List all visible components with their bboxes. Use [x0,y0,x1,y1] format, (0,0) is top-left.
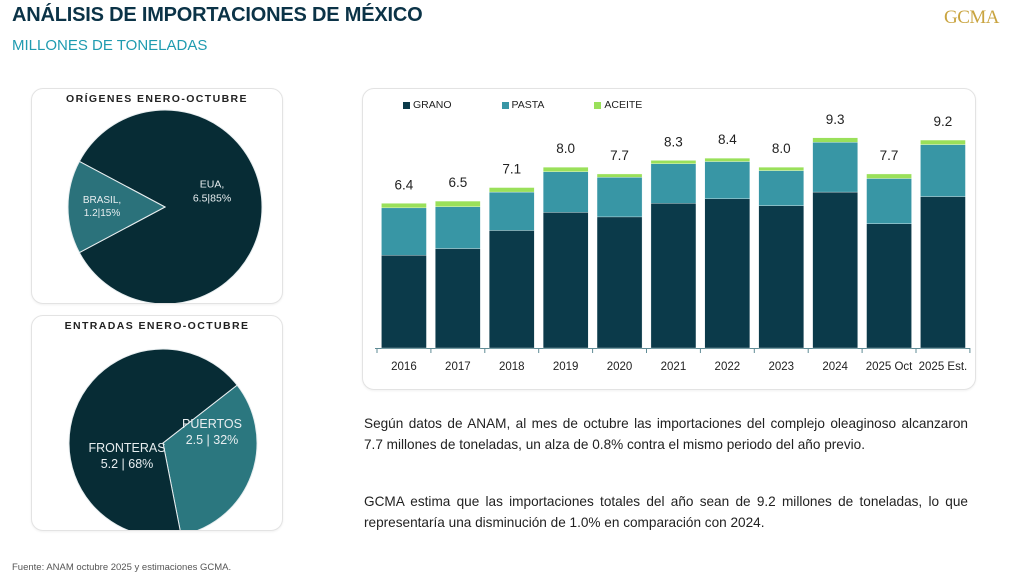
pie-label-eua-value: 6.5|85% [192,192,232,204]
bar-segment-grano [489,230,535,349]
x-axis-label: 2022 [715,361,741,373]
bar-segment-aceite [435,200,481,207]
bar-total-label: 7.7 [610,148,629,163]
bar-segment-pasta [650,163,697,204]
bar-segment-aceite [650,160,697,164]
x-axis-label: 2020 [607,361,633,373]
x-axis-label: 2025 Oct [866,361,913,373]
bar-segment-grano [920,196,966,349]
bar-segment-grano [758,205,804,349]
pie-slice-brasil [67,160,167,254]
gcma-logo: GCMA [944,7,1000,28]
entries-pie-title: ENTRADAS ENERO-OCTUBRE [64,320,250,332]
entries-pie-chart [68,348,258,530]
pie-slice-eua [78,109,263,303]
pie-label-puertos: PUERTOS 2.5 | 32% [182,416,242,449]
bar-segment-aceite [704,158,751,162]
bar-segment-pasta [542,171,589,213]
pie-label-fronteras-name: FRONTERAS [88,440,166,455]
bar-segment-grano [381,255,427,349]
bar-segment-grano [596,216,643,349]
analysis-paragraph-2: GCMA estima que las importaciones totale… [364,494,968,530]
legend-label-aceite: ACEITE [604,99,643,111]
source-footnote: Fuente: ANAM octubre 2025 y estimaciones… [12,562,232,573]
entries-pie-card: ENTRADAS ENERO-OCTUBRE FRONTERAS 5.2 | 6… [31,315,283,531]
legend-label-pasta: PASTA [511,99,545,111]
bar-segment-grano [435,248,481,349]
bar-total-label: 6.5 [448,175,467,190]
imports-bar-chart: 6.4 2016 6.5 2017 7.1 2018 8.0 2019 7.7 2020 8.3 20… [375,112,971,373]
bar-segment-aceite [866,173,912,179]
pie-label-eua: EUA, 6.5|85% [193,178,231,205]
pie-label-puertos-name: PUERTOS [182,416,242,431]
bar-segment-pasta [435,206,481,249]
bar-segment-aceite [542,167,589,172]
pie-label-brasil: BRASIL, 1.2|15% [83,194,121,220]
bar-total-label: 8.0 [556,141,575,156]
x-axis-label: 2018 [499,361,525,373]
bar-segment-pasta [489,191,535,231]
x-axis-label: 2017 [445,361,471,373]
bar-segment-pasta [866,178,912,224]
pie-label-brasil-value: 1.2|15% [83,208,121,219]
x-axis-label: 2021 [661,361,687,373]
bar-segment-grano [650,203,697,349]
bar-segment-aceite [381,203,427,209]
origins-pie-card: ORÍGENES ENERO-OCTUBRE EUA, 6.5|85% BRAS… [31,88,283,304]
bar-segment-grano [866,223,912,349]
x-axis-label: 2023 [768,361,794,373]
legend-item-pasta: PASTA [501,99,545,111]
pie-label-brasil-name: BRASIL, [82,195,122,206]
bar-segment-aceite [596,173,643,178]
bar-segment-grano [812,191,858,349]
x-axis-label: 2025 Est. [919,361,968,373]
bar-segment-pasta [812,142,858,193]
bar-segment-aceite [489,187,535,193]
page-title: ANÁLISIS DE IMPORTACIONES DE MÉXICO [12,4,423,26]
legend-item-aceite: ACEITE [594,99,642,111]
pie-slice-fronteras [68,348,238,530]
origins-pie-title: ORÍGENES ENERO-OCTUBRE [66,93,248,105]
legend-item-grano: GRANO [403,99,452,111]
x-axis-label: 2024 [822,361,848,373]
bar-segment-pasta [596,177,643,218]
legend-label-grano: GRANO [413,99,452,111]
legend-swatch-aceite [594,101,602,109]
bar-segment-aceite [812,137,858,143]
bar-segment-pasta [920,144,966,197]
pie-label-fronteras: FRONTERAS 5.2 | 68% [88,440,165,473]
bar-legend: GRANO PASTA ACEITE [403,99,692,111]
bar-total-label: 9.2 [934,114,953,129]
x-axis-label: 2019 [553,361,579,373]
bar-total-label: 9.3 [826,112,845,127]
legend-swatch-pasta [501,101,509,109]
pie-label-eua-name: EUA, [199,178,225,191]
analysis-paragraph-1: Según datos de ANAM, al mes de octubre l… [364,416,968,452]
bar-segment-grano [704,198,751,349]
pie-slice-puertos [162,384,258,530]
bar-segment-pasta [381,207,427,256]
pie-label-puertos-value: 2.5 | 32% [185,433,239,447]
bar-total-label: 8.0 [772,141,791,156]
imports-bar-card: GRANO PASTA ACEITE 6.4 2016 6.5 2017 7.1 2018… [362,88,976,390]
pie-label-fronteras-value: 5.2 | 68% [100,457,154,471]
origins-pie-chart [67,109,263,303]
legend-swatch-grano [403,101,410,109]
bar-segment-pasta [704,161,751,199]
bar-total-label: 7.7 [880,148,899,163]
bar-total-label: 7.1 [502,162,521,177]
page-subtitle: MILLONES DE TONELADAS [12,37,208,54]
bar-total-label: 6.4 [395,177,414,192]
bar-segment-aceite [920,139,966,145]
bar-segment-grano [542,212,589,349]
bar-total-label: 8.3 [664,134,683,149]
bar-total-label: 8.4 [718,132,737,147]
bar-segment-aceite [758,167,804,171]
x-axis-label: 2016 [391,361,417,373]
bar-segment-pasta [758,170,804,206]
